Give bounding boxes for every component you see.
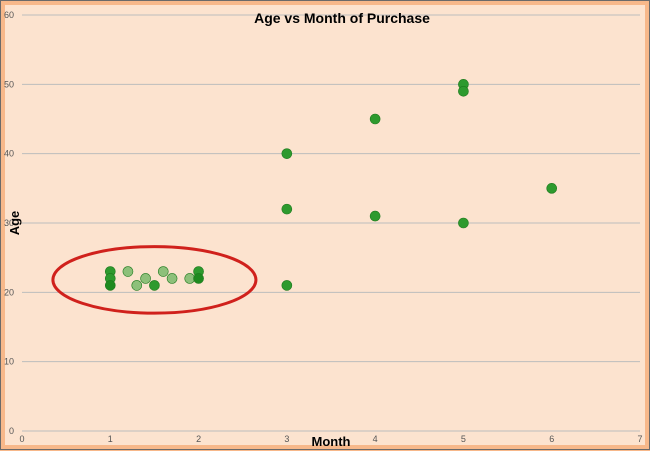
y-tick-label: 10	[4, 357, 14, 367]
x-tick-label: 0	[19, 434, 24, 444]
y-tick-label: 50	[4, 79, 14, 89]
x-tick-label: 1	[108, 434, 113, 444]
data-point	[149, 280, 160, 291]
annotations	[51, 245, 258, 315]
x-tick-label: 7	[637, 434, 642, 444]
x-tick-label: 4	[373, 434, 378, 444]
data-point	[157, 266, 169, 277]
plot-area	[5, 5, 645, 445]
x-tick-label: 3	[284, 434, 289, 444]
data-point	[369, 210, 381, 222]
data-point	[184, 273, 196, 284]
data-point	[281, 280, 293, 291]
data-point	[458, 85, 469, 97]
data-points	[104, 79, 558, 291]
y-tick-label: 40	[4, 149, 14, 159]
x-axis-label: Month	[312, 434, 351, 449]
data-point	[546, 183, 558, 194]
data-point	[131, 280, 143, 291]
data-point	[104, 280, 116, 291]
y-tick-label: 60	[4, 10, 14, 20]
data-point	[193, 273, 204, 284]
data-point	[166, 273, 178, 284]
y-tick-label: 30	[4, 218, 14, 228]
x-tick-label: 6	[549, 434, 554, 444]
data-point	[458, 217, 469, 229]
y-tick-label: 0	[9, 426, 14, 436]
data-point	[369, 113, 381, 125]
data-point	[140, 273, 151, 284]
highlight-ellipse	[51, 245, 258, 315]
axis-ticks: 0 10 20 30 40 50 60 0 1 2 3 4 5 6 7	[4, 10, 643, 444]
data-point	[281, 203, 293, 215]
x-tick-label: 5	[461, 434, 466, 444]
y-axis-label: Age	[7, 211, 22, 236]
x-tick-label: 2	[196, 434, 201, 444]
chart-title: Age vs Month of Purchase	[254, 10, 430, 26]
y-tick-label: 20	[4, 287, 14, 297]
gridlines	[22, 14, 640, 432]
data-point	[122, 266, 134, 277]
data-point	[281, 148, 293, 159]
